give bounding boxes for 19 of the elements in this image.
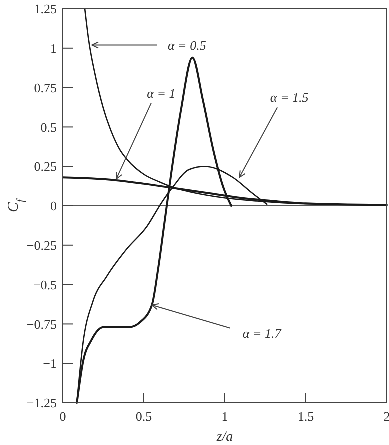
y-tick-label: 0.75: [34, 80, 57, 96]
y-tick-label: 1: [50, 40, 57, 56]
y-tick-label: 0.25: [34, 159, 57, 174]
x-tick-label: 1: [222, 409, 228, 424]
x-tick-label: 1.5: [298, 409, 314, 424]
x-axis-title: z/a: [216, 430, 234, 445]
y-tick-label: −1.25: [26, 396, 57, 411]
y-tick-label: 0: [50, 198, 57, 214]
x-tick-label: 0.5: [136, 409, 152, 424]
annotation: α = 1.5: [270, 90, 310, 106]
annotation: α = 1: [147, 86, 176, 101]
y-tick-label: −0.5: [33, 277, 57, 292]
y-tick-label: −0.75: [26, 316, 57, 332]
annotation: α = 1.7: [242, 326, 282, 341]
y-tick-label: −0.25: [26, 238, 57, 253]
y-tick-label: 0.5: [40, 120, 57, 135]
y-tick-label: −1: [43, 356, 57, 372]
y-tick-label: 1.25: [34, 2, 57, 17]
annotation: α = 0.5: [168, 38, 207, 53]
